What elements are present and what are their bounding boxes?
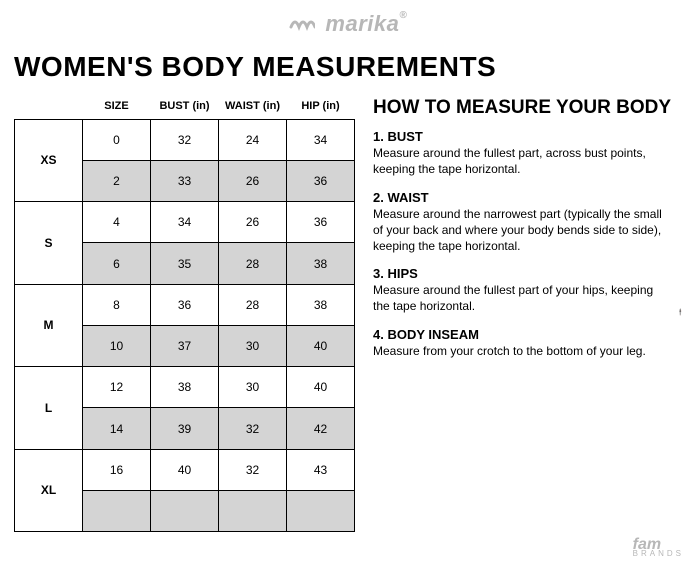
table-header: BUST (in) <box>151 97 219 119</box>
table-cell: 40 <box>287 325 355 366</box>
table-cell: 36 <box>287 202 355 243</box>
howto-section-label: 4. BODY INSEAM <box>373 327 671 342</box>
table-row: XS0322434 <box>15 119 355 160</box>
howto-section-label: 1. BUST <box>373 129 671 144</box>
table-header: SIZE <box>83 97 151 119</box>
table-cell: 24 <box>219 119 287 160</box>
table-cell: 38 <box>287 243 355 284</box>
howto-section-body: Measure around the fullest part, across … <box>373 145 671 177</box>
table-cell: 42 <box>287 408 355 449</box>
table-cell: 36 <box>151 284 219 325</box>
howto-panel: HOW TO MEASURE YOUR BODY 1. BUSTMeasure … <box>373 97 682 532</box>
table-cell: 26 <box>219 202 287 243</box>
table-cell: 30 <box>219 325 287 366</box>
table-cell: 40 <box>151 449 219 490</box>
table-cell: 34 <box>287 119 355 160</box>
table-cell: 32 <box>219 449 287 490</box>
howto-section: 1. BUSTMeasure around the fullest part, … <box>373 129 671 177</box>
table-cell: 43 <box>287 449 355 490</box>
table-header: WAIST (in) <box>219 97 287 119</box>
table-cell: 32 <box>151 119 219 160</box>
size-chart-table: SIZE BUST (in) WAIST (in) HIP (in) XS032… <box>14 97 355 532</box>
brand-name: marika <box>325 11 399 36</box>
table-header: HIP (in) <box>287 97 355 119</box>
size-label-cell: S <box>15 202 83 285</box>
howto-section-body: Measure from your crotch to the bottom o… <box>373 343 671 359</box>
table-row: S4342636 <box>15 202 355 243</box>
table-cell: 16 <box>83 449 151 490</box>
table-cell <box>151 490 219 531</box>
table-row: XL16403243 <box>15 449 355 490</box>
footer-brand: fam BRANDS <box>633 538 684 558</box>
table-cell: 32 <box>219 408 287 449</box>
table-cell: 2 <box>83 160 151 201</box>
table-cell: 4 <box>83 202 151 243</box>
table-row: M8362838 <box>15 284 355 325</box>
table-cell: 30 <box>219 367 287 408</box>
table-cell: 28 <box>219 284 287 325</box>
brand-logo-icon <box>289 11 315 37</box>
body-silhouette-svg: 1 2 3 4 <box>679 97 682 527</box>
size-label-cell: L <box>15 367 83 450</box>
howto-section-body: Measure around the fullest part of your … <box>373 282 671 314</box>
page-title: WOMEN'S BODY MEASUREMENTS <box>0 43 696 97</box>
table-cell: 0 <box>83 119 151 160</box>
table-cell: 39 <box>151 408 219 449</box>
table-cell: 40 <box>287 367 355 408</box>
table-cell: 37 <box>151 325 219 366</box>
howto-section: 2. WAISTMeasure around the narrowest par… <box>373 190 671 255</box>
table-cell: 38 <box>151 367 219 408</box>
table-cell: 10 <box>83 325 151 366</box>
table-cell: 38 <box>287 284 355 325</box>
howto-section-label: 2. WAIST <box>373 190 671 205</box>
table-cell: 36 <box>287 160 355 201</box>
howto-section-body: Measure around the narrowest part (typic… <box>373 206 671 255</box>
table-cell: 8 <box>83 284 151 325</box>
table-cell <box>287 490 355 531</box>
table-cell: 14 <box>83 408 151 449</box>
howto-section-label: 3. HIPS <box>373 266 671 281</box>
table-cell: 35 <box>151 243 219 284</box>
table-cell: 26 <box>219 160 287 201</box>
howto-title: HOW TO MEASURE YOUR BODY <box>373 97 671 119</box>
table-header <box>15 97 83 119</box>
table-row: L12383040 <box>15 367 355 408</box>
table-cell: 6 <box>83 243 151 284</box>
table-cell <box>83 490 151 531</box>
footer-brand-bottom: BRANDS <box>633 551 684 558</box>
size-label-cell: M <box>15 284 83 367</box>
size-label-cell: XL <box>15 449 83 532</box>
table-cell <box>219 490 287 531</box>
table-cell: 33 <box>151 160 219 201</box>
brand-header: marika® <box>0 0 696 43</box>
registered-mark: ® <box>399 10 407 21</box>
table-cell: 12 <box>83 367 151 408</box>
table-cell: 28 <box>219 243 287 284</box>
howto-text-column: HOW TO MEASURE YOUR BODY 1. BUSTMeasure … <box>373 97 671 532</box>
body-figure: 1 2 3 4 <box>679 97 682 532</box>
howto-section: 4. BODY INSEAMMeasure from your crotch t… <box>373 327 671 359</box>
size-label-cell: XS <box>15 119 83 202</box>
howto-section: 3. HIPSMeasure around the fullest part o… <box>373 266 671 314</box>
table-cell: 34 <box>151 202 219 243</box>
table-header-row: SIZE BUST (in) WAIST (in) HIP (in) <box>15 97 355 119</box>
content-row: SIZE BUST (in) WAIST (in) HIP (in) XS032… <box>0 97 696 532</box>
